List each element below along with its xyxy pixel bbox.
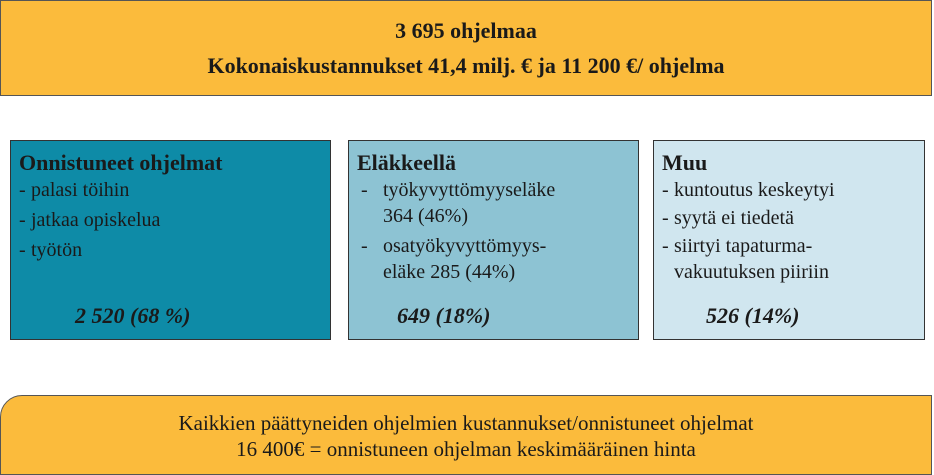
item-text: kuntoutus keskeytyi xyxy=(674,179,835,201)
item: - kuntoutus keskeytyi xyxy=(662,179,835,201)
footer-line: 16 400€ = onnistuneen ohjelman keskimäär… xyxy=(236,437,696,461)
item-text: osatyökyvyttömyys-eläke 285 (44%) xyxy=(383,233,546,285)
footer-box: Kaikkien päättyneiden ohjelmien kustannu… xyxy=(0,395,932,475)
item: - osatyökyvyttömyys-eläke 285 (44%) xyxy=(361,233,547,285)
box-title: Onnistuneet ohjelmat xyxy=(19,150,223,175)
box-other: Muu - kuntoutus keskeytyi - syytä ei tiede… xyxy=(653,140,925,340)
text-line: eläke 285 (44%) xyxy=(383,261,516,283)
item-text: jatkaa opiskelua xyxy=(31,209,161,231)
box-title: Eläkkeellä xyxy=(357,150,457,175)
item: - työtön xyxy=(19,239,83,261)
item: - työkyvyttömyyseläke 364 (46%) xyxy=(361,177,556,229)
text-line: työkyvyttömyyseläke xyxy=(383,179,556,201)
box-success: Onnistuneet ohjelmat - palasi töihin - jat… xyxy=(10,140,331,340)
item: - palasi töihin xyxy=(19,179,130,201)
box-total: 526 (14%) xyxy=(706,303,800,328)
header-line: Kokonaiskustannukset 41,4 milj. € ja 11 … xyxy=(207,53,725,78)
item: - jatkaa opiskelua xyxy=(19,209,161,231)
item: - siirtyi tapaturma-vakuutuksen piiriin xyxy=(662,233,829,285)
box-title: Muu xyxy=(662,150,708,175)
text-line: osatyökyvyttömyys- xyxy=(383,235,547,257)
item-text: palasi töihin xyxy=(31,179,130,201)
item-text: syytä ei tiedetä xyxy=(674,207,794,229)
text-line: vakuutuksen piiriin xyxy=(674,261,829,283)
box-retired: Eläkkeellä - työkyvyttömyyseläke 364 (46%)… xyxy=(348,140,639,340)
text-line: siirtyi tapaturma- xyxy=(674,235,813,257)
item: - syytä ei tiedetä xyxy=(662,207,794,229)
item-text: siirtyi tapaturma-vakuutuksen piiriin xyxy=(674,233,829,285)
item-text: työkyvyttömyyseläke 364 (46%) xyxy=(383,177,555,229)
footer-line: Kaikkien päättyneiden ohjelmien kustannu… xyxy=(178,411,754,435)
item-text: työtön xyxy=(31,239,83,261)
box-total: 649 (18%) xyxy=(397,303,491,328)
header-line: 3 695 ohjelmaa xyxy=(395,18,537,43)
box-total: 2 520 (68 %) xyxy=(75,303,191,328)
text-line: 364 (46%) xyxy=(383,205,468,227)
header-box: 3 695 ohjelmaa Kokonaiskustannukset 41,4… xyxy=(0,0,932,96)
